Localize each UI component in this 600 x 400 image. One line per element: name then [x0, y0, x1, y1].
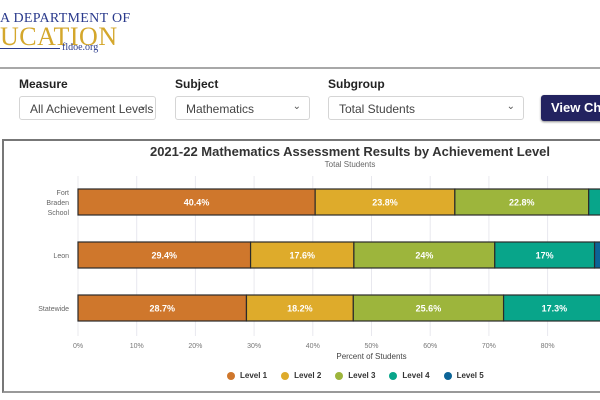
subject-value: Mathematics [186, 102, 255, 116]
bar-segment-level-4 [588, 188, 600, 216]
logo-line2: UCATION [0, 22, 118, 51]
header-divider [0, 67, 600, 69]
subject-select[interactable]: Mathematics ⌄ [175, 96, 310, 120]
chart-panel [2, 139, 600, 393]
data-label: 23.8% [372, 198, 398, 208]
data-label: 40.4% [184, 198, 210, 208]
chart-legend: Level 1 Level 2 Level 3 Level 4 Level 5 [227, 371, 498, 380]
measure-select[interactable]: All Achievement Levels ⌄ [19, 96, 156, 120]
data-label: 17.6% [289, 251, 315, 261]
data-label: 29.4% [152, 251, 178, 261]
subject-label: Subject [175, 77, 219, 91]
bar-segment-level-1 [77, 241, 252, 269]
chart-title: 2021-22 Mathematics Assessment Results b… [149, 144, 551, 159]
x-axis-label: Percent of Students [336, 352, 406, 361]
x-tick-label: 60% [423, 343, 437, 350]
chevron-down-icon: ⌄ [138, 101, 147, 112]
x-tick-label: 50% [364, 343, 378, 350]
x-tick-label: 0% [73, 343, 83, 350]
legend-dot-icon [443, 371, 452, 380]
bar-segment-level-2 [245, 294, 354, 322]
legend-dot-icon [281, 371, 290, 380]
category-label: Statewide [38, 306, 69, 313]
legend-label: Level 3 [348, 371, 376, 380]
x-tick-label: 10% [130, 343, 144, 350]
x-tick-label: 30% [247, 343, 261, 350]
bar-segment-level-1 [77, 188, 316, 216]
category-label: Leon [53, 253, 69, 260]
legend-item[interactable]: Level 2 [281, 371, 321, 380]
data-label: 24% [415, 251, 433, 261]
legend-dot-icon [335, 371, 344, 380]
data-label: 17.3% [542, 304, 568, 314]
legend-label: Level 2 [294, 371, 322, 380]
logo-line1: A DEPARTMENT OF [0, 11, 131, 26]
chevron-down-icon: ⌄ [506, 101, 515, 112]
legend-dot-icon [389, 371, 398, 380]
category-label: School [48, 210, 70, 217]
fldoe-logo[interactable]: A DEPARTMENT OF UCATION fldoe.org [0, 8, 200, 56]
bar-segment-level-4 [494, 241, 596, 269]
bar-segment-level-3 [454, 188, 590, 216]
logo-rule [0, 48, 60, 49]
bar-segment-level-3 [353, 241, 496, 269]
logo-url: fldoe.org [62, 42, 99, 53]
x-tick-label: 20% [188, 343, 202, 350]
legend-item[interactable]: Level 3 [335, 371, 375, 380]
data-label: 28.7% [149, 304, 175, 314]
legend-label: Level 5 [456, 371, 484, 380]
view-chart-button[interactable]: View Cha [541, 95, 600, 121]
x-tick-label: 80% [541, 343, 555, 350]
measure-value: All Achievement Levels [30, 102, 154, 116]
legend-item[interactable]: Level 5 [443, 371, 484, 380]
subgroup-select[interactable]: Total Students ⌄ [328, 96, 524, 120]
subgroup-value: Total Students [339, 102, 416, 116]
chart-subtitle: Total Students [324, 160, 376, 169]
category-label: Fort [57, 190, 70, 197]
bar-segment-level-2 [314, 188, 456, 216]
bar-segment-level-5 [593, 241, 600, 269]
data-label: 17% [536, 251, 554, 261]
x-tick-label: 40% [306, 343, 320, 350]
legend-dot-icon [227, 371, 235, 380]
subgroup-label: Subgroup [328, 77, 385, 91]
category-label: Braden [46, 200, 69, 207]
bar-segment-level-1 [77, 294, 248, 322]
legend-item[interactable]: Level 1 [227, 371, 267, 380]
x-tick-label: 70% [482, 343, 496, 350]
data-label: 22.8% [509, 198, 535, 208]
chevron-down-icon: ⌄ [292, 101, 301, 112]
measure-label: Measure [19, 77, 68, 91]
legend-item[interactable]: Level 4 [389, 371, 430, 380]
bar-segment-level-4 [502, 294, 600, 322]
legend-label: Level 1 [240, 371, 268, 380]
data-label: 25.6% [416, 304, 442, 314]
bar-segment-level-2 [249, 241, 355, 269]
legend-label: Level 4 [402, 371, 430, 380]
data-label: 18.2% [287, 304, 313, 314]
